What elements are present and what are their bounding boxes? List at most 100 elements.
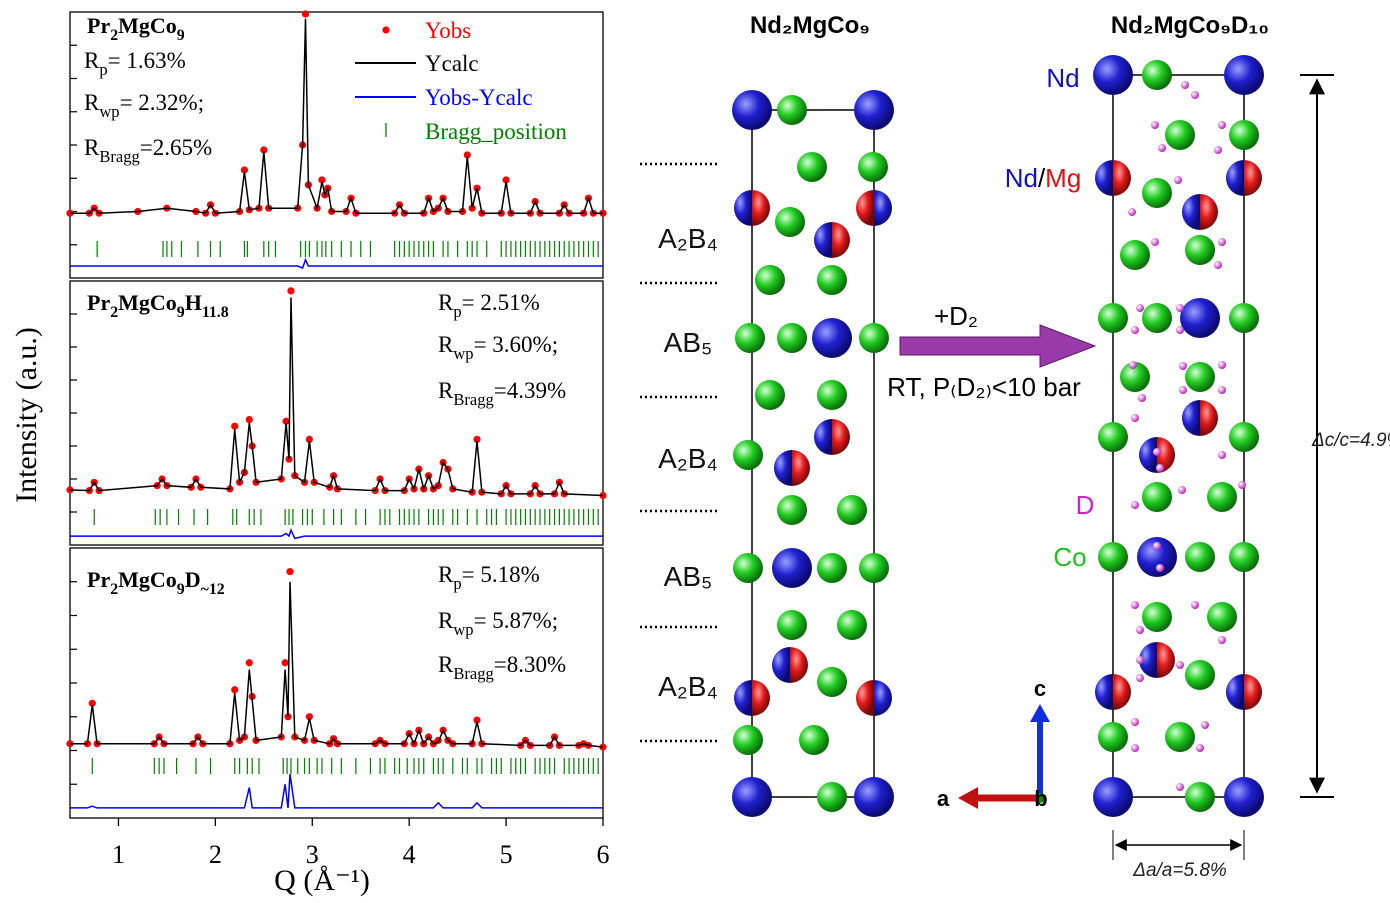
panel-title: Pr2MgCo9D~12 xyxy=(87,567,225,598)
co-atom xyxy=(1142,303,1172,333)
unit-cell-frame xyxy=(752,110,874,797)
nd-mg-atom-half xyxy=(752,190,770,226)
x-tick-label: 4 xyxy=(403,840,416,869)
panel-title: Pr2MgCo9H11.8 xyxy=(87,290,229,321)
d-atom xyxy=(1238,481,1246,489)
panel-title-part: MgCo xyxy=(118,13,177,38)
panel-title-part: MgCo xyxy=(118,567,177,592)
d-atom xyxy=(1129,361,1137,369)
axis-name: c xyxy=(1034,676,1046,701)
nd-atom xyxy=(1093,777,1133,817)
d-atom xyxy=(1218,636,1226,644)
co-atom xyxy=(735,323,765,353)
d-atom xyxy=(1136,674,1144,682)
atom-label: Nd/Mg xyxy=(1005,163,1082,193)
panel-title-part: H xyxy=(185,290,202,315)
fit-stat-part: R xyxy=(438,652,454,677)
y-axis-label: Intensity (a.u.) xyxy=(10,327,43,503)
nd-atom xyxy=(1224,777,1264,817)
co-atom xyxy=(1142,60,1172,90)
fit-stat: Rwp= 5.87%; xyxy=(438,608,558,639)
nd-atom xyxy=(854,777,894,817)
reaction-arrow xyxy=(900,325,1095,367)
fit-stat: RBragg=4.39% xyxy=(438,378,566,409)
plot-frame xyxy=(70,281,603,545)
legend-label: Ycalc xyxy=(425,51,479,76)
fit-stat-part: =4.39% xyxy=(494,378,566,403)
legend-label: Yobs xyxy=(425,18,471,43)
x-tick-label: 2 xyxy=(209,840,222,869)
d-atom xyxy=(1136,656,1144,664)
x-tick-label: 1 xyxy=(112,840,125,869)
d-atom xyxy=(1151,121,1159,129)
nd-atom xyxy=(732,777,772,817)
yobs-point xyxy=(302,10,309,17)
axis-name: a xyxy=(937,786,950,811)
fit-stat-sub: wp xyxy=(453,344,473,363)
fit-stat: Rp= 2.51% xyxy=(438,290,540,321)
block-label: AB₅ xyxy=(664,561,713,592)
d-atom xyxy=(1131,601,1139,609)
panel-title-sub: 2 xyxy=(110,304,118,321)
fit-stat: RBragg=2.65% xyxy=(84,135,212,166)
arrowhead xyxy=(1030,704,1050,722)
fit-stat-part: = 1.63% xyxy=(108,48,186,73)
structure-title: Nd₂MgCo₉ xyxy=(750,12,870,39)
fit-stat-sub: Bragg xyxy=(453,664,493,683)
atom-label: Co xyxy=(1053,542,1086,572)
d-atom xyxy=(1201,721,1209,729)
co-atom xyxy=(1229,303,1259,333)
d-atom xyxy=(1131,326,1139,334)
series-line xyxy=(70,530,603,538)
d-atom xyxy=(1181,81,1189,89)
co-atom xyxy=(1185,782,1215,812)
co-atom xyxy=(775,207,805,237)
nd-mg-atom-half xyxy=(814,419,832,455)
d-atom xyxy=(1131,718,1139,726)
fit-stat-sub: p xyxy=(453,302,461,321)
dimension-label: Δc/c=4.9% xyxy=(1311,430,1390,451)
x-axis-label: Q (Å⁻¹) xyxy=(274,864,370,897)
d-atom xyxy=(1151,238,1159,246)
nd-mg-atom-half xyxy=(1226,674,1244,710)
co-atom xyxy=(1207,482,1237,512)
fit-stat: Rwp= 2.32%; xyxy=(84,90,204,121)
block-label: AB₅ xyxy=(664,327,713,358)
yobs-point xyxy=(286,568,293,575)
yobs-point xyxy=(246,416,253,423)
legend-label: Bragg_position xyxy=(425,119,567,144)
co-atom xyxy=(1185,235,1215,265)
fit-stat-sub: p xyxy=(99,60,107,79)
co-atom xyxy=(1229,542,1259,572)
nd-mg-atom-half xyxy=(1200,400,1218,436)
d-atom xyxy=(1158,144,1166,152)
x-tick-label: 6 xyxy=(597,840,610,869)
nd-mg-atom-half xyxy=(1226,160,1244,196)
fit-stat-part: = 2.51% xyxy=(462,290,540,315)
co-atom xyxy=(1098,542,1128,572)
panel-title-sub: 2 xyxy=(110,27,118,44)
series-line xyxy=(70,774,603,808)
nd-mg-atom-half xyxy=(856,680,874,716)
d-atom xyxy=(1176,326,1184,334)
panel-title-part: Pr xyxy=(87,13,110,38)
co-atom xyxy=(1165,120,1195,150)
nd-mg-atom-half xyxy=(734,190,752,226)
nd-atom xyxy=(772,548,812,588)
panel-title-part: Pr xyxy=(87,567,110,592)
nd-mg-atom-half xyxy=(832,419,850,455)
co-atom xyxy=(1098,422,1128,452)
co-atom xyxy=(817,265,847,295)
co-atom xyxy=(777,323,807,353)
nd-atom xyxy=(1180,298,1220,338)
yobs-point xyxy=(231,686,238,693)
co-atom xyxy=(1185,542,1215,572)
unit-cells xyxy=(640,55,1334,860)
d-atom xyxy=(1176,304,1184,312)
fit-stat-part: =8.30% xyxy=(494,652,566,677)
block-label: A₂B₄ xyxy=(658,223,718,254)
panel-title-sub: 9 xyxy=(177,581,185,598)
fit-stat: RBragg=8.30% xyxy=(438,652,566,683)
d-atom xyxy=(1218,238,1226,246)
fit-stat-part: R xyxy=(438,332,454,357)
